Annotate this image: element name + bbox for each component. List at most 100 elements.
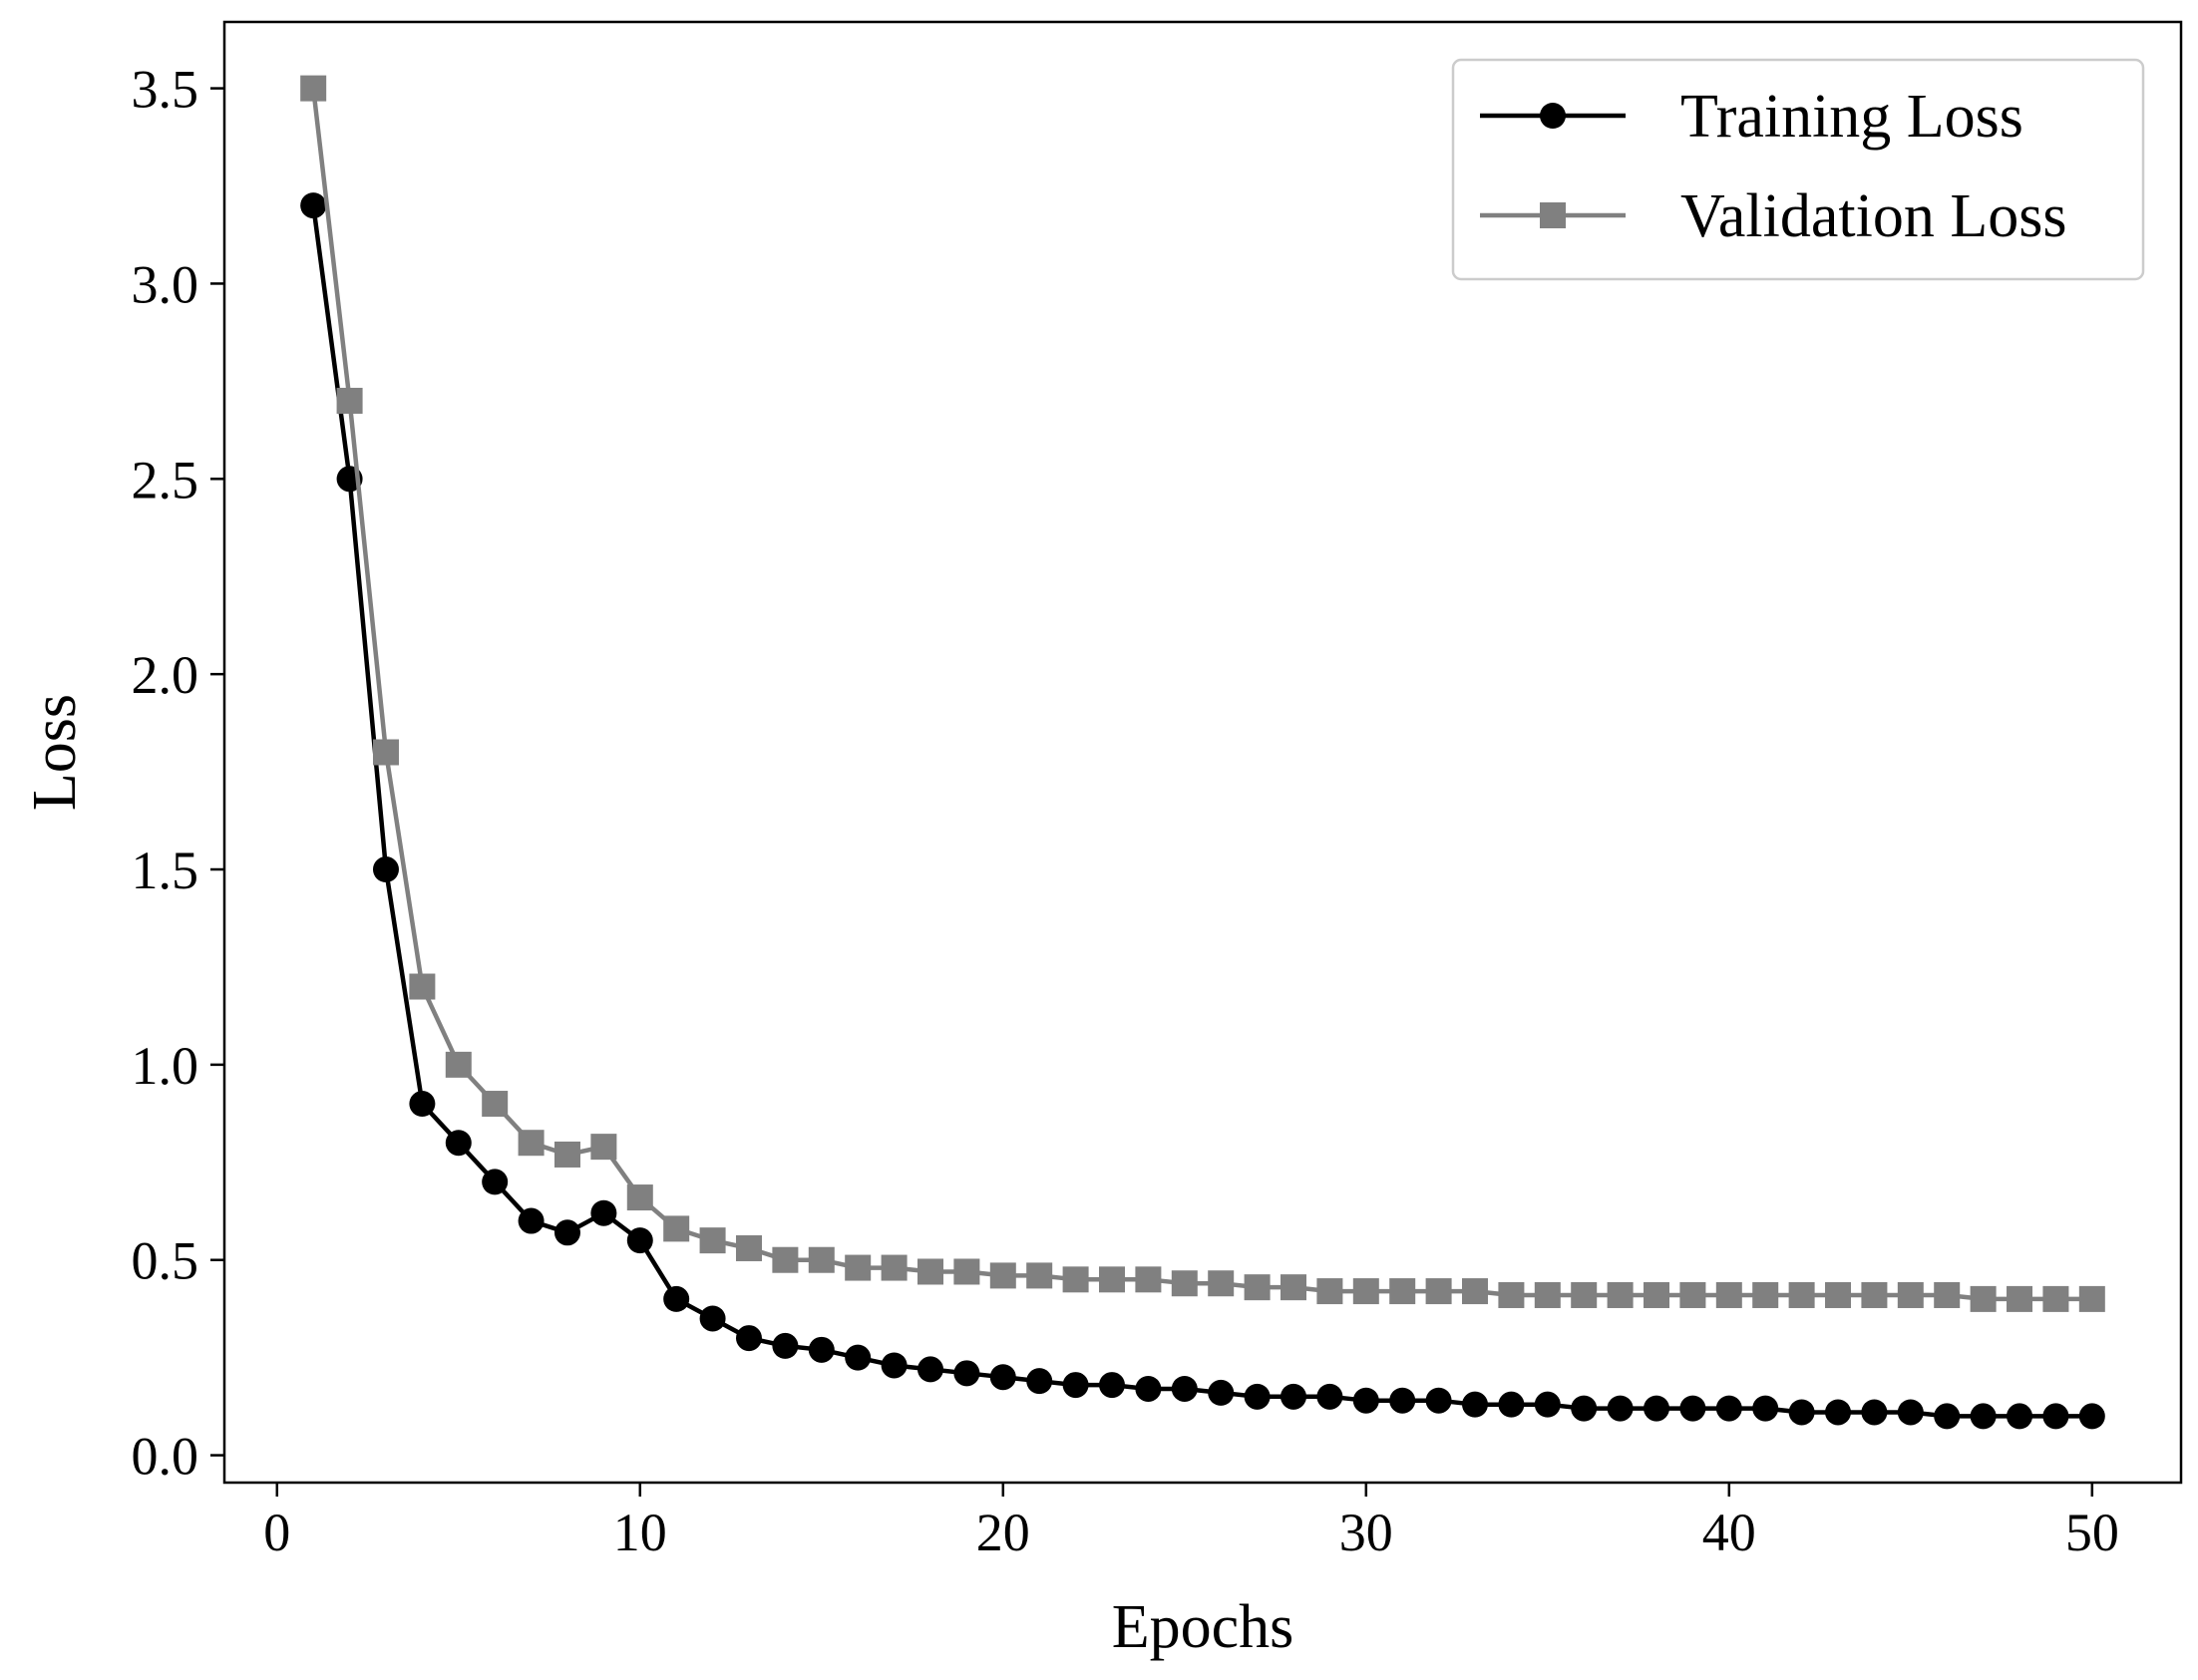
training-loss-point: [1316, 1383, 1343, 1410]
validation-loss-point: [1316, 1278, 1343, 1305]
legend-label: Training Loss: [1680, 83, 2023, 151]
validation-loss-point: [1861, 1281, 1888, 1308]
training-loss-point: [1171, 1375, 1198, 1402]
validation-loss-point: [1462, 1278, 1489, 1305]
training-loss-point: [772, 1332, 799, 1359]
validation-loss-point: [1208, 1270, 1235, 1297]
validation-loss-point: [772, 1246, 799, 1273]
validation-loss-point: [445, 1051, 472, 1078]
y-tick-label: 3.0: [132, 254, 199, 314]
training-loss-point: [1498, 1391, 1525, 1418]
training-loss-point: [1788, 1399, 1815, 1426]
training-loss-point: [989, 1364, 1016, 1391]
x-tick-label: 10: [613, 1503, 667, 1562]
validation-loss-point: [989, 1262, 1016, 1289]
validation-loss-point: [1171, 1270, 1198, 1297]
validation-loss-point: [482, 1091, 509, 1118]
training-loss-point: [372, 856, 399, 883]
training-loss-point: [1462, 1391, 1489, 1418]
training-loss-point: [735, 1325, 762, 1352]
validation-loss-point: [881, 1254, 908, 1281]
training-loss-point: [1752, 1395, 1779, 1422]
y-tick-label: 3.5: [132, 60, 199, 120]
training-loss-point: [300, 192, 327, 219]
validation-loss-point: [1825, 1281, 1852, 1308]
training-loss-point: [1425, 1387, 1452, 1414]
legend-item-training-loss: Training Loss: [1480, 83, 2023, 151]
training-loss-point: [409, 1091, 436, 1118]
training-loss-point: [1679, 1395, 1706, 1422]
validation-loss-point: [1135, 1266, 1162, 1293]
validation-loss-point: [336, 387, 363, 414]
training-loss-point: [1644, 1395, 1670, 1422]
training-loss-point: [445, 1130, 472, 1157]
series-training-loss: [300, 192, 2105, 1430]
training-loss-point: [2007, 1403, 2033, 1430]
validation-loss-point: [735, 1234, 762, 1261]
validation-loss-point: [1352, 1278, 1379, 1305]
y-tick-label: 2.0: [132, 645, 199, 705]
training-loss-point: [1389, 1387, 1416, 1414]
training-loss-point: [1825, 1399, 1852, 1426]
series-validation-loss: [300, 75, 2105, 1312]
validation-loss-point: [2007, 1285, 2033, 1312]
training-loss-point: [699, 1305, 726, 1332]
training-loss-point: [1607, 1395, 1634, 1422]
legend-marker: [1540, 202, 1566, 228]
validation-loss-point: [1244, 1274, 1271, 1301]
training-loss-point: [626, 1227, 653, 1254]
plot-area: [300, 75, 2105, 1430]
validation-loss-point: [372, 739, 399, 766]
validation-loss-point: [1679, 1281, 1706, 1308]
axes: 0 10 20 30 40 50 0.0 0.5 1.0 1.5 2.0 2.5 3.0 3.5: [132, 20, 2183, 1562]
training-loss-point: [1281, 1383, 1307, 1410]
training-loss-point: [518, 1207, 545, 1234]
x-tick-label: 40: [1702, 1503, 1756, 1562]
y-tick-label: 1.0: [132, 1036, 199, 1096]
training-loss-point: [1970, 1403, 1997, 1430]
training-loss-point: [482, 1169, 509, 1195]
y-tick-label: 1.5: [132, 840, 199, 900]
validation-loss-point: [1934, 1281, 1961, 1308]
y-tick-label: 2.5: [132, 450, 199, 509]
validation-loss-point: [1752, 1281, 1779, 1308]
training-loss-point: [1715, 1395, 1742, 1422]
legend-item-validation-loss: Validation Loss: [1480, 182, 2066, 250]
validation-loss-point: [1098, 1266, 1125, 1293]
validation-loss-point: [1970, 1285, 1997, 1312]
validation-loss-point: [1897, 1281, 1924, 1308]
validation-loss-point: [553, 1141, 580, 1168]
y-tick-label: 0.0: [132, 1427, 199, 1487]
training-loss-point: [916, 1356, 943, 1383]
x-tick-label: 30: [1339, 1503, 1393, 1562]
training-loss-point: [1244, 1383, 1271, 1410]
plot-frame: [222, 20, 2183, 1485]
training-loss-point: [1062, 1372, 1089, 1399]
x-tick-label: 0: [263, 1503, 290, 1562]
training-loss-point: [663, 1285, 690, 1312]
validation-loss-point: [699, 1227, 726, 1254]
validation-loss-point: [1062, 1266, 1089, 1293]
x-tick-label: 50: [2065, 1503, 2119, 1562]
validation-loss-point: [808, 1246, 835, 1273]
validation-loss-point: [1281, 1274, 1307, 1301]
validation-loss-point: [663, 1215, 690, 1242]
validation-loss-point: [409, 973, 436, 1000]
x-tick-label: 20: [976, 1503, 1030, 1562]
validation-loss-point: [2042, 1285, 2069, 1312]
validation-loss-point: [2078, 1285, 2105, 1312]
validation-loss-point: [1534, 1281, 1561, 1308]
training-loss-point: [1534, 1391, 1561, 1418]
training-loss-point: [1934, 1403, 1961, 1430]
training-loss-point: [590, 1199, 617, 1226]
legend: Training Loss Validation Loss: [1451, 58, 2145, 281]
training-loss-point: [2078, 1403, 2105, 1430]
training-loss-point: [1135, 1375, 1162, 1402]
validation-loss-point: [518, 1130, 545, 1157]
training-loss-point: [808, 1336, 835, 1363]
training-loss-point: [553, 1219, 580, 1246]
validation-loss-point: [953, 1258, 980, 1285]
training-loss-point: [845, 1344, 872, 1371]
validation-loss-point: [626, 1184, 653, 1211]
